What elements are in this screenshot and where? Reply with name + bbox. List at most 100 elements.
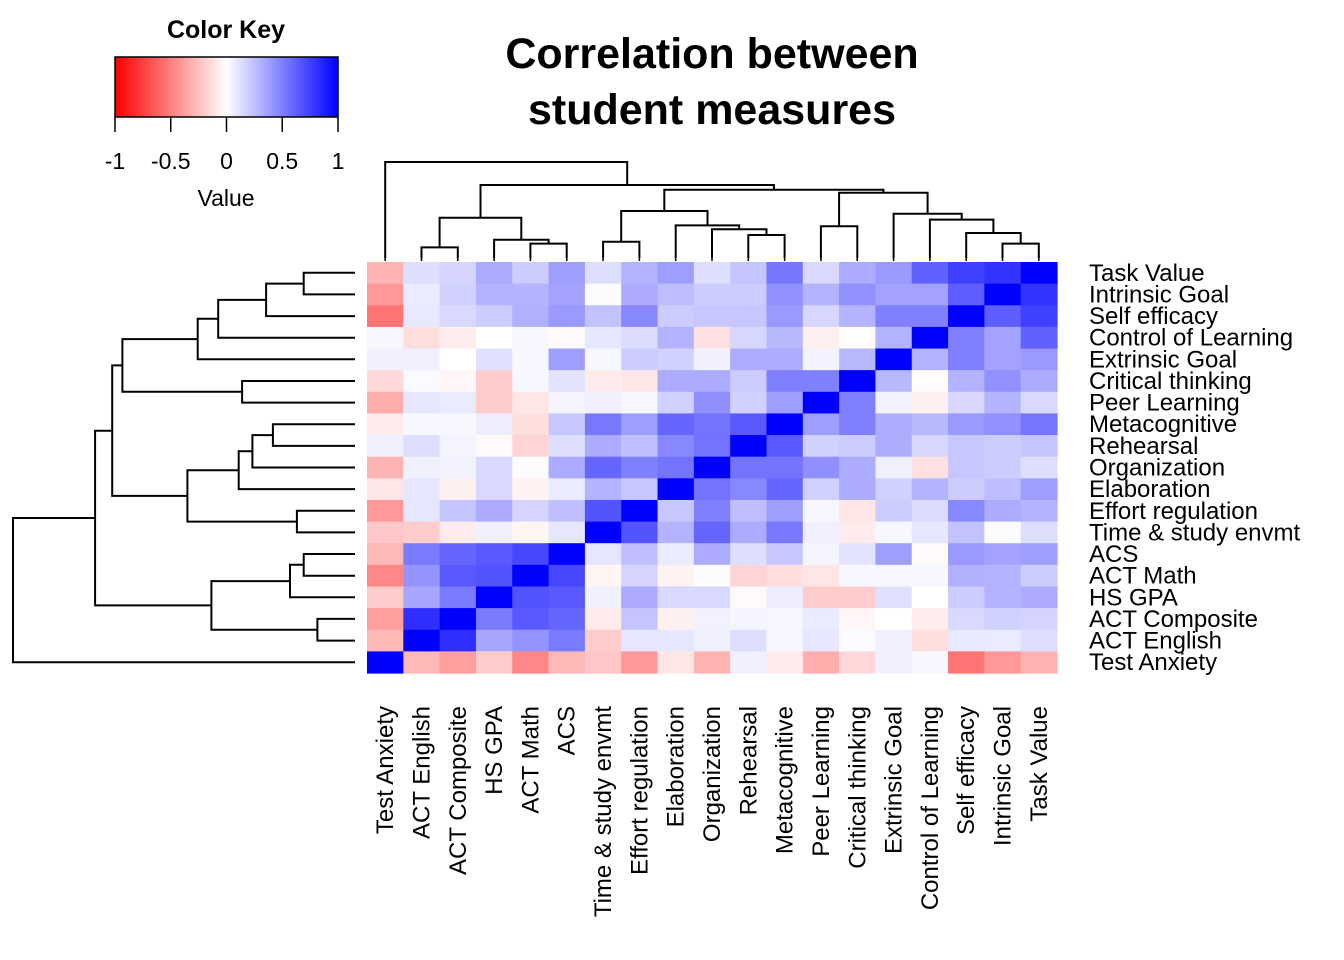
heatmap-cell bbox=[948, 586, 985, 609]
heatmap-cell bbox=[584, 391, 622, 415]
heatmap-cell bbox=[730, 456, 768, 479]
heatmap-cell bbox=[839, 608, 877, 631]
heatmap-cell bbox=[512, 305, 550, 328]
heatmap-cell bbox=[439, 370, 477, 393]
color-key-tick-label: 0 bbox=[220, 148, 233, 174]
heatmap-cell bbox=[948, 521, 985, 544]
dendrogram-branch bbox=[237, 450, 355, 491]
heatmap-cell bbox=[911, 413, 949, 436]
column-label: Task Value bbox=[1026, 706, 1053, 822]
heatmap-cell bbox=[766, 564, 804, 588]
dendrogram-branch bbox=[196, 317, 355, 361]
heatmap-cell bbox=[657, 456, 695, 479]
row-label: Elaboration bbox=[1089, 476, 1210, 503]
heatmap-cell bbox=[584, 521, 622, 544]
heatmap-cell bbox=[548, 391, 586, 415]
heatmap-cell bbox=[403, 456, 441, 479]
heatmap-cell bbox=[802, 608, 840, 631]
heatmap-cell bbox=[802, 564, 840, 588]
dendrogram-branch bbox=[420, 246, 459, 258]
heatmap-cell bbox=[875, 564, 913, 588]
heatmap-cell bbox=[584, 608, 622, 631]
heatmap-cell bbox=[875, 608, 913, 631]
heatmap-cell bbox=[475, 499, 513, 523]
heatmap-cell bbox=[1020, 262, 1058, 285]
heatmap-cell bbox=[984, 391, 1022, 415]
heatmap-cell bbox=[839, 413, 877, 436]
heatmap-cell bbox=[403, 499, 441, 523]
dendrogram-branch bbox=[295, 509, 355, 534]
heatmap-cell bbox=[512, 391, 550, 415]
heatmap-cell bbox=[984, 348, 1022, 371]
heatmap-cell bbox=[548, 456, 586, 479]
heatmap-cell bbox=[984, 283, 1022, 306]
heatmap-cell bbox=[439, 499, 477, 523]
heatmap-cell bbox=[1020, 586, 1058, 609]
heatmap-cell bbox=[984, 651, 1022, 674]
heatmap-cell bbox=[911, 608, 949, 631]
heatmap-cell bbox=[403, 262, 441, 285]
heatmap-cell bbox=[512, 629, 550, 652]
heatmap-cell bbox=[948, 391, 985, 415]
heatmap-cell bbox=[403, 651, 441, 674]
color-key-tick-label: -0.5 bbox=[151, 148, 191, 174]
heatmap-cell bbox=[367, 435, 404, 458]
heatmap-cell bbox=[911, 262, 949, 285]
heatmap-cell bbox=[766, 586, 804, 609]
heatmap-cell bbox=[548, 262, 586, 285]
dendrogram-branch bbox=[965, 232, 1022, 258]
heatmap-cell bbox=[403, 305, 441, 328]
heatmap-cell bbox=[875, 499, 913, 523]
heatmap-cell bbox=[766, 262, 804, 285]
heatmap-cell bbox=[875, 326, 913, 350]
heatmap-cell bbox=[948, 370, 985, 393]
heatmap-cell bbox=[839, 305, 877, 328]
heatmap-cell bbox=[1020, 413, 1058, 436]
heatmap-cell bbox=[766, 499, 804, 523]
heatmap-cell bbox=[657, 391, 695, 415]
heatmap-cell bbox=[475, 543, 513, 566]
heatmap-cell bbox=[911, 283, 949, 306]
heatmap-cell bbox=[475, 629, 513, 652]
row-label: Intrinsic Goal bbox=[1089, 281, 1229, 308]
dendrogram-branch bbox=[121, 338, 243, 393]
heatmap-cell bbox=[548, 435, 586, 458]
heatmap-cell bbox=[367, 499, 404, 523]
heatmap-cell bbox=[439, 305, 477, 328]
heatmap-cell bbox=[584, 413, 622, 436]
heatmap-cell bbox=[839, 435, 877, 458]
column-labels: Test Anxiety ACT English ACT Composite HS G… bbox=[372, 706, 1053, 918]
column-dendrogram bbox=[384, 161, 1040, 258]
heatmap-cell bbox=[730, 283, 768, 306]
row-label: Peer Learning bbox=[1089, 390, 1240, 417]
heatmap-cell bbox=[548, 478, 586, 501]
heatmap-cell bbox=[948, 608, 985, 631]
dendrogram-branch bbox=[186, 469, 297, 523]
heatmap-cell bbox=[367, 413, 404, 436]
heatmap-cell bbox=[839, 521, 877, 544]
heatmap-cell bbox=[766, 305, 804, 328]
heatmap-cell bbox=[875, 305, 913, 328]
row-label: ACT Composite bbox=[1089, 606, 1258, 633]
row-dendrogram bbox=[12, 271, 355, 664]
heatmap-cell bbox=[693, 370, 731, 393]
heatmap-cell bbox=[911, 370, 949, 393]
heatmap-cell bbox=[512, 521, 550, 544]
heatmap-cell bbox=[730, 608, 768, 631]
dendrogram-branch bbox=[838, 191, 929, 227]
heatmap-cell bbox=[512, 499, 550, 523]
dendrogram-branch bbox=[747, 234, 786, 258]
heatmap-cell bbox=[621, 499, 659, 523]
row-label: ACT Math bbox=[1089, 563, 1197, 590]
heatmap-cell bbox=[439, 391, 477, 415]
heatmap-cell bbox=[730, 326, 768, 350]
heatmap-cell bbox=[621, 435, 659, 458]
column-label: Rehearsal bbox=[735, 706, 762, 815]
heatmap-cell bbox=[984, 305, 1022, 328]
heatmap-cell bbox=[475, 305, 513, 328]
row-label: ACS bbox=[1089, 541, 1138, 568]
heatmap-cell bbox=[367, 326, 404, 350]
heatmap-cell bbox=[730, 499, 768, 523]
heatmap-cell bbox=[766, 391, 804, 415]
heatmap-cell bbox=[984, 586, 1022, 609]
